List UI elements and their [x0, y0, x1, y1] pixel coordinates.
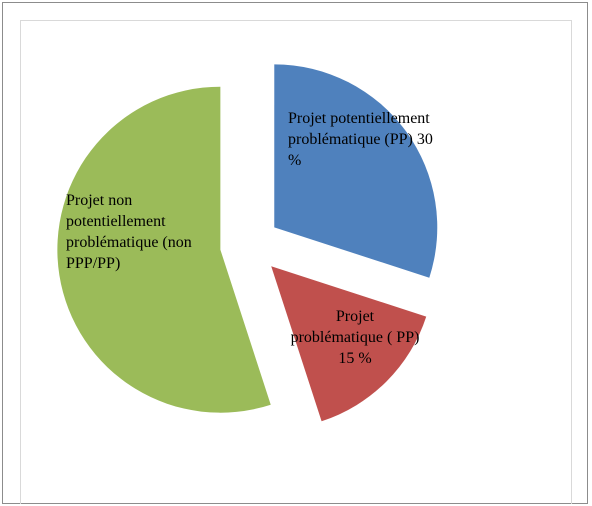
pie-slice — [274, 64, 438, 278]
slice-label: Projet non potentiellement problématique… — [66, 192, 192, 272]
slice-label: Projet potentiellement problématique (PP… — [288, 110, 433, 169]
slice-label: Projet problématique ( PP) 15 % — [290, 308, 420, 367]
pie-slice — [57, 86, 271, 413]
pie-slice — [271, 266, 427, 422]
plot-area — [20, 20, 572, 504]
